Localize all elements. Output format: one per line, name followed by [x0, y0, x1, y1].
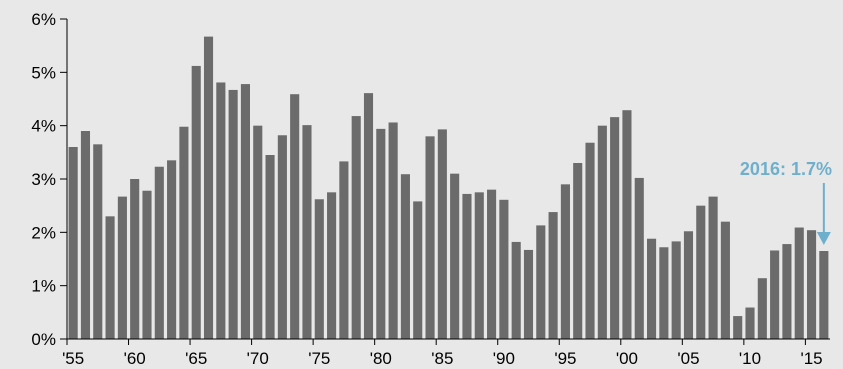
- x-tick-label: '55: [62, 349, 84, 368]
- bar-1991: [511, 241, 521, 339]
- bar-1981: [388, 122, 398, 339]
- bar-2005: [683, 231, 694, 339]
- bar-1961: [142, 190, 152, 339]
- bar-1965: [191, 65, 201, 340]
- x-tick-label: '65: [185, 349, 207, 368]
- bar-2009: [733, 316, 743, 339]
- bar-2013: [782, 244, 792, 339]
- bar-2002: [647, 238, 657, 339]
- y-tick-label: 5%: [31, 63, 56, 82]
- bar-1982: [400, 174, 410, 339]
- x-tick-label: '00: [616, 349, 638, 368]
- y-tick-label: 3%: [31, 170, 56, 189]
- x-tick-label: '70: [247, 349, 269, 368]
- bar-1986: [450, 173, 460, 339]
- bar-1973: [290, 94, 300, 339]
- bar-1985: [437, 129, 447, 339]
- bar-2000: [622, 110, 632, 339]
- bar-1998: [597, 125, 607, 339]
- bar-2003: [659, 247, 669, 339]
- bar-1994: [548, 212, 558, 339]
- bar-1999: [610, 117, 620, 339]
- bar-1990: [499, 199, 509, 339]
- bar-2004: [671, 241, 681, 339]
- bar-2008: [720, 221, 730, 339]
- bar-1995: [560, 184, 570, 339]
- bar-1974: [302, 125, 312, 339]
- x-tick-label: '85: [431, 349, 453, 368]
- x-tick-label: '10: [739, 349, 761, 368]
- bar-1967: [216, 82, 226, 339]
- bar-2016: [819, 251, 829, 339]
- x-axis-ticks: '55 '60 '65 '70 '75 '80 '85 '90 '95 '00 '05 '10 '15: [62, 339, 823, 368]
- bars-group: [68, 36, 829, 340]
- bar-1993: [536, 225, 546, 339]
- bar-1996: [573, 163, 583, 339]
- x-tick-label: '95: [554, 349, 576, 368]
- bar-1979: [363, 93, 374, 339]
- bar-1989: [487, 189, 497, 339]
- bar-1966: [203, 36, 214, 339]
- bar-1968: [228, 89, 238, 340]
- bar-1959: [117, 196, 127, 339]
- bar-1987: [462, 193, 472, 339]
- bar-1978: [351, 116, 361, 339]
- y-tick-label: 4%: [31, 117, 56, 136]
- bar-1980: [376, 128, 386, 339]
- bar-2012: [770, 250, 780, 339]
- y-tick-label: 1%: [31, 277, 56, 296]
- y-tick-label: 6%: [31, 10, 56, 29]
- bar-2007: [708, 196, 718, 339]
- bar-1962: [154, 166, 164, 339]
- bar-1988: [474, 192, 484, 339]
- x-tick-label: '60: [124, 349, 146, 368]
- bar-1997: [585, 142, 595, 339]
- annotation-group: 2016: 1.7%: [740, 159, 832, 245]
- bar-1984: [425, 136, 435, 339]
- bar-1970: [253, 125, 263, 339]
- x-tick-label: '05: [677, 349, 699, 368]
- bar-2001: [634, 177, 644, 339]
- bar-1958: [105, 216, 115, 339]
- x-tick-label: '90: [493, 349, 515, 368]
- bar-2006: [696, 205, 706, 339]
- y-tick-label: 2%: [31, 223, 56, 242]
- bar-2014: [794, 227, 804, 339]
- bar-1977: [339, 161, 349, 339]
- x-tick-label: '75: [308, 349, 330, 368]
- bar-1957: [93, 144, 103, 339]
- bar-1983: [413, 201, 423, 339]
- bar-2010: [745, 307, 755, 339]
- bar-1955: [68, 147, 78, 339]
- x-tick-label: '80: [370, 349, 392, 368]
- bar-1963: [167, 160, 177, 339]
- annotation-arrow-head: [816, 232, 831, 245]
- bar-1956: [80, 131, 91, 339]
- x-tick-label: '15: [800, 349, 822, 368]
- bar-2011: [757, 278, 767, 339]
- bar-1976: [327, 192, 337, 339]
- bar-1969: [240, 84, 250, 339]
- annotation-label: 2016: 1.7%: [740, 159, 832, 179]
- bar-1964: [179, 126, 189, 339]
- bar-1972: [277, 135, 287, 339]
- bar-1975: [314, 199, 324, 339]
- y-tick-label: 0%: [31, 330, 56, 349]
- bar-1960: [130, 179, 140, 339]
- bar-2015: [806, 230, 817, 339]
- y-axis-ticks: 0% 1% 2% 3% 4% 5% 6%: [31, 10, 67, 349]
- bar-1971: [265, 155, 275, 339]
- bar-1992: [523, 249, 534, 339]
